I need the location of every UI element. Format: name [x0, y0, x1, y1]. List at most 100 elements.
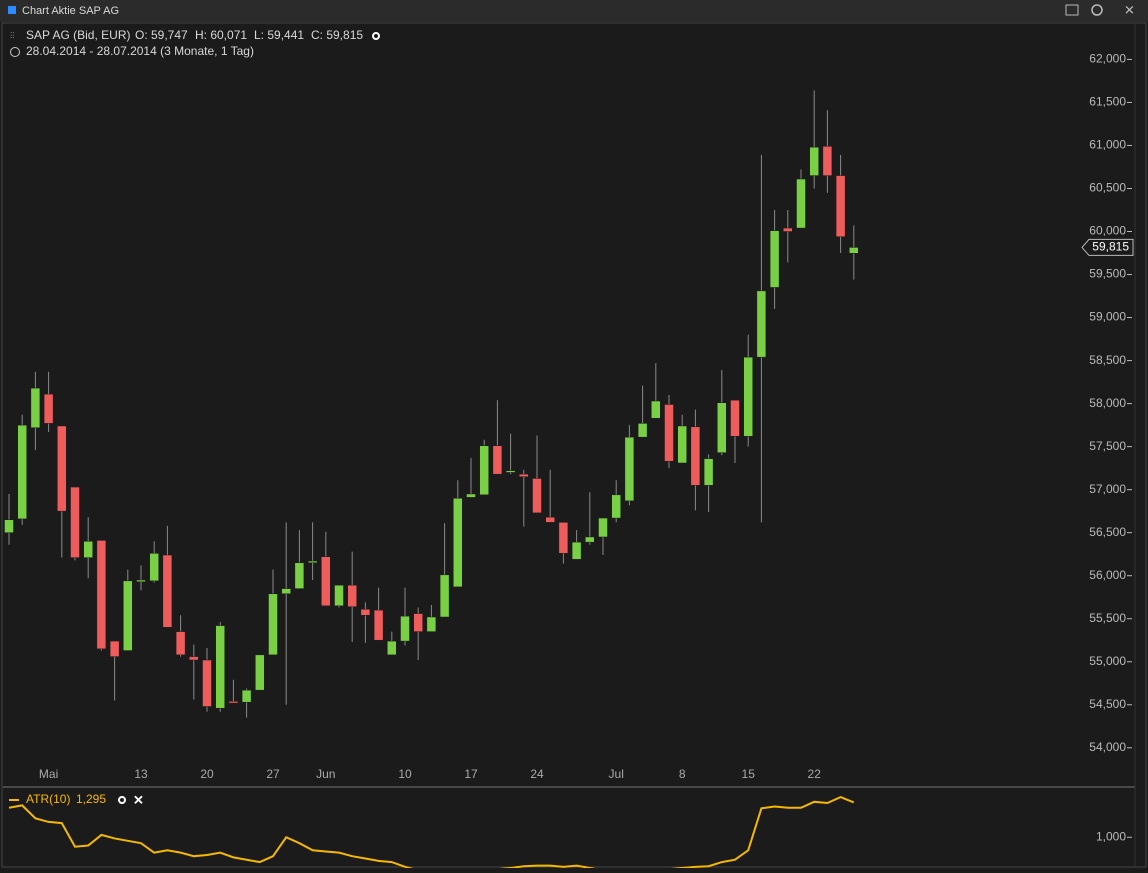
candle-body: [809, 146, 819, 176]
candle-body: [189, 656, 199, 661]
candle-body: [651, 400, 661, 419]
candle-body: [611, 494, 621, 519]
candle-body: [136, 579, 146, 582]
y-tick-label: 58,500: [1089, 353, 1126, 367]
high-label: H: 60,071: [195, 28, 247, 42]
x-tick-label: 8: [679, 767, 686, 781]
candle-body: [558, 522, 569, 554]
candle-body: [453, 498, 463, 588]
candle-body: [215, 625, 225, 709]
chart-frame: [1, 22, 1147, 868]
y-tick-label: 60,500: [1089, 181, 1126, 195]
candle-body: [426, 616, 437, 632]
candle-body: [822, 146, 833, 176]
candle-body: [149, 553, 159, 582]
x-tick-label: 17: [464, 767, 478, 781]
candle-body: [360, 609, 371, 616]
candle-body: [96, 540, 107, 650]
candle-body: [585, 536, 595, 543]
y-tick-label: 1,000: [1096, 829, 1126, 843]
low-label: L: 59,441: [254, 28, 304, 42]
candle-body: [57, 425, 67, 512]
candle-body: [466, 493, 476, 498]
candle-body: [228, 701, 239, 704]
candle-body: [387, 640, 397, 656]
candle-body: [70, 486, 80, 558]
y-tick-label: 61,500: [1089, 95, 1126, 109]
x-tick-label: 15: [742, 767, 756, 781]
y-tick-label: 56,500: [1089, 525, 1126, 539]
candle-body: [703, 458, 714, 486]
candle-body: [281, 588, 291, 595]
y-tick-label: 54,000: [1089, 740, 1126, 754]
candle-body: [321, 556, 331, 607]
candle-body: [109, 640, 120, 657]
candle-body: [690, 426, 701, 486]
candle-body: [268, 593, 278, 656]
candle-body: [439, 574, 450, 618]
candle-body: [519, 473, 529, 477]
candle-body: [598, 517, 608, 538]
settings-button[interactable]: [1091, 4, 1103, 16]
candle-body: [347, 584, 357, 607]
title-bar: [0, 0, 1148, 22]
clock-icon: [10, 47, 20, 57]
candle-body: [796, 178, 806, 229]
x-tick-label: 13: [134, 767, 148, 781]
atr-line: [8, 796, 855, 868]
y-tick-label: 55,500: [1089, 611, 1126, 625]
candle-body: [162, 554, 173, 628]
date-range: 28.04.2014 - 28.07.2014 (3 Monate, 1 Tag…: [26, 44, 254, 58]
y-tick-label: 61,000: [1089, 138, 1126, 152]
y-tick-label: 54,500: [1089, 697, 1126, 711]
last-price-label: 59,815: [1092, 240, 1129, 254]
window-icon: [8, 6, 16, 14]
open-label: O: 59,747: [135, 28, 188, 42]
y-tick-label: 57,000: [1089, 482, 1126, 496]
close-button[interactable]: ✕: [1124, 2, 1135, 17]
candle-body: [677, 425, 687, 464]
candle-body: [664, 404, 674, 462]
candle-body: [373, 609, 384, 641]
candle-body: [545, 516, 555, 523]
candle-body: [202, 659, 212, 707]
candle-body: [4, 519, 14, 533]
candle-body: [413, 613, 423, 632]
x-tick-label: 20: [200, 767, 214, 781]
candle-body: [717, 402, 727, 453]
candle-body: [43, 393, 54, 424]
candle-body: [294, 562, 305, 589]
atr-title: ATR(10): [26, 792, 70, 806]
x-tick-label: 24: [530, 767, 544, 781]
atr-remove-button[interactable]: ✕: [133, 792, 144, 807]
atr-plot: [8, 796, 855, 868]
x-tick-label: 10: [398, 767, 412, 781]
candle-body: [637, 423, 648, 438]
candle-body: [123, 580, 133, 651]
atr-value: 1,295: [76, 792, 106, 806]
chart-type-icon: ⫶⫶: [10, 30, 15, 40]
candle-body: [30, 387, 41, 428]
candle-body: [505, 470, 516, 473]
candle-body: [532, 478, 542, 514]
y-tick-label: 60,000: [1089, 224, 1126, 238]
candle-body: [83, 541, 93, 558]
candle-body: [849, 247, 859, 254]
y-tick-label: 55,000: [1089, 654, 1126, 668]
x-tick-label: Jul: [609, 767, 624, 781]
y-tick-label: 58,000: [1089, 396, 1126, 410]
x-tick-label: 22: [808, 767, 822, 781]
y-tick-label: 62,000: [1089, 52, 1126, 66]
atr-options-button[interactable]: [118, 796, 126, 804]
options-button[interactable]: [372, 32, 380, 40]
candle-body: [241, 689, 252, 703]
candle-body: [492, 445, 503, 475]
x-tick-label: Jun: [316, 767, 335, 781]
y-tick-label: 56,000: [1089, 568, 1126, 582]
candle-body: [835, 175, 846, 237]
candle-body: [17, 424, 27, 520]
candle-body: [571, 541, 582, 560]
export-button[interactable]: [1065, 4, 1079, 16]
candle-body: [730, 399, 740, 437]
